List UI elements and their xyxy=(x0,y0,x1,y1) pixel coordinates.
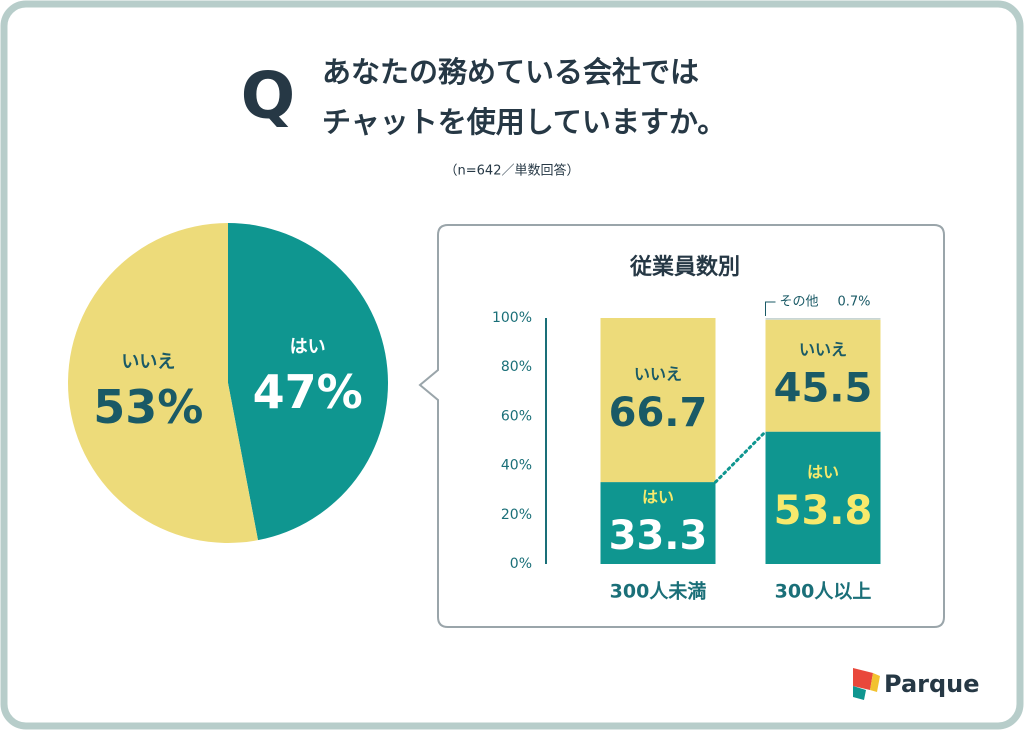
q-mark: Q xyxy=(241,60,295,134)
pie-label: いいえ xyxy=(121,352,175,373)
connector xyxy=(714,430,767,484)
pie-label: はい xyxy=(290,336,326,357)
brand: Parque xyxy=(884,670,980,698)
segment-value: 53.8 xyxy=(774,488,873,534)
pie-slice xyxy=(228,223,389,541)
bar-segment xyxy=(765,319,881,432)
y-tick-label: 20% xyxy=(501,507,532,523)
bar-segment xyxy=(600,482,716,564)
x-tick-label: 300人以上 xyxy=(775,581,872,603)
segment-name: はい xyxy=(807,462,839,481)
pie-slice xyxy=(68,223,258,543)
y-tick-label: 0% xyxy=(510,556,532,572)
callout-bracket xyxy=(765,301,776,316)
segment-name: いいえ xyxy=(799,340,847,359)
bar-title: 従業員数別 xyxy=(629,254,740,280)
segment-name: はい xyxy=(642,488,674,507)
segment-value: 45.5 xyxy=(774,366,873,412)
bar-segment xyxy=(765,431,881,564)
title-line: チャットを使用していますか。 xyxy=(322,105,726,139)
note: （n=642／単数回答） xyxy=(445,163,580,179)
segment-value: 33.3 xyxy=(609,513,708,559)
bar-segment xyxy=(765,318,881,320)
pie-value: 47% xyxy=(253,365,363,419)
segment-value: 0.7% xyxy=(838,295,871,310)
title-line: あなたの務めている会社では xyxy=(322,55,699,89)
segment-name: いいえ xyxy=(634,365,682,384)
segment-name: その他 xyxy=(780,295,819,310)
segment-value: 66.7 xyxy=(609,390,708,436)
pie-value: 53% xyxy=(93,380,203,434)
x-tick-label: 300人未満 xyxy=(610,580,707,603)
y-tick-label: 60% xyxy=(501,408,532,424)
y-tick-label: 100% xyxy=(492,310,532,326)
y-tick-label: 40% xyxy=(501,458,532,474)
bar-segment xyxy=(600,318,716,483)
brand-icon xyxy=(853,668,880,700)
y-tick-label: 80% xyxy=(501,359,532,375)
